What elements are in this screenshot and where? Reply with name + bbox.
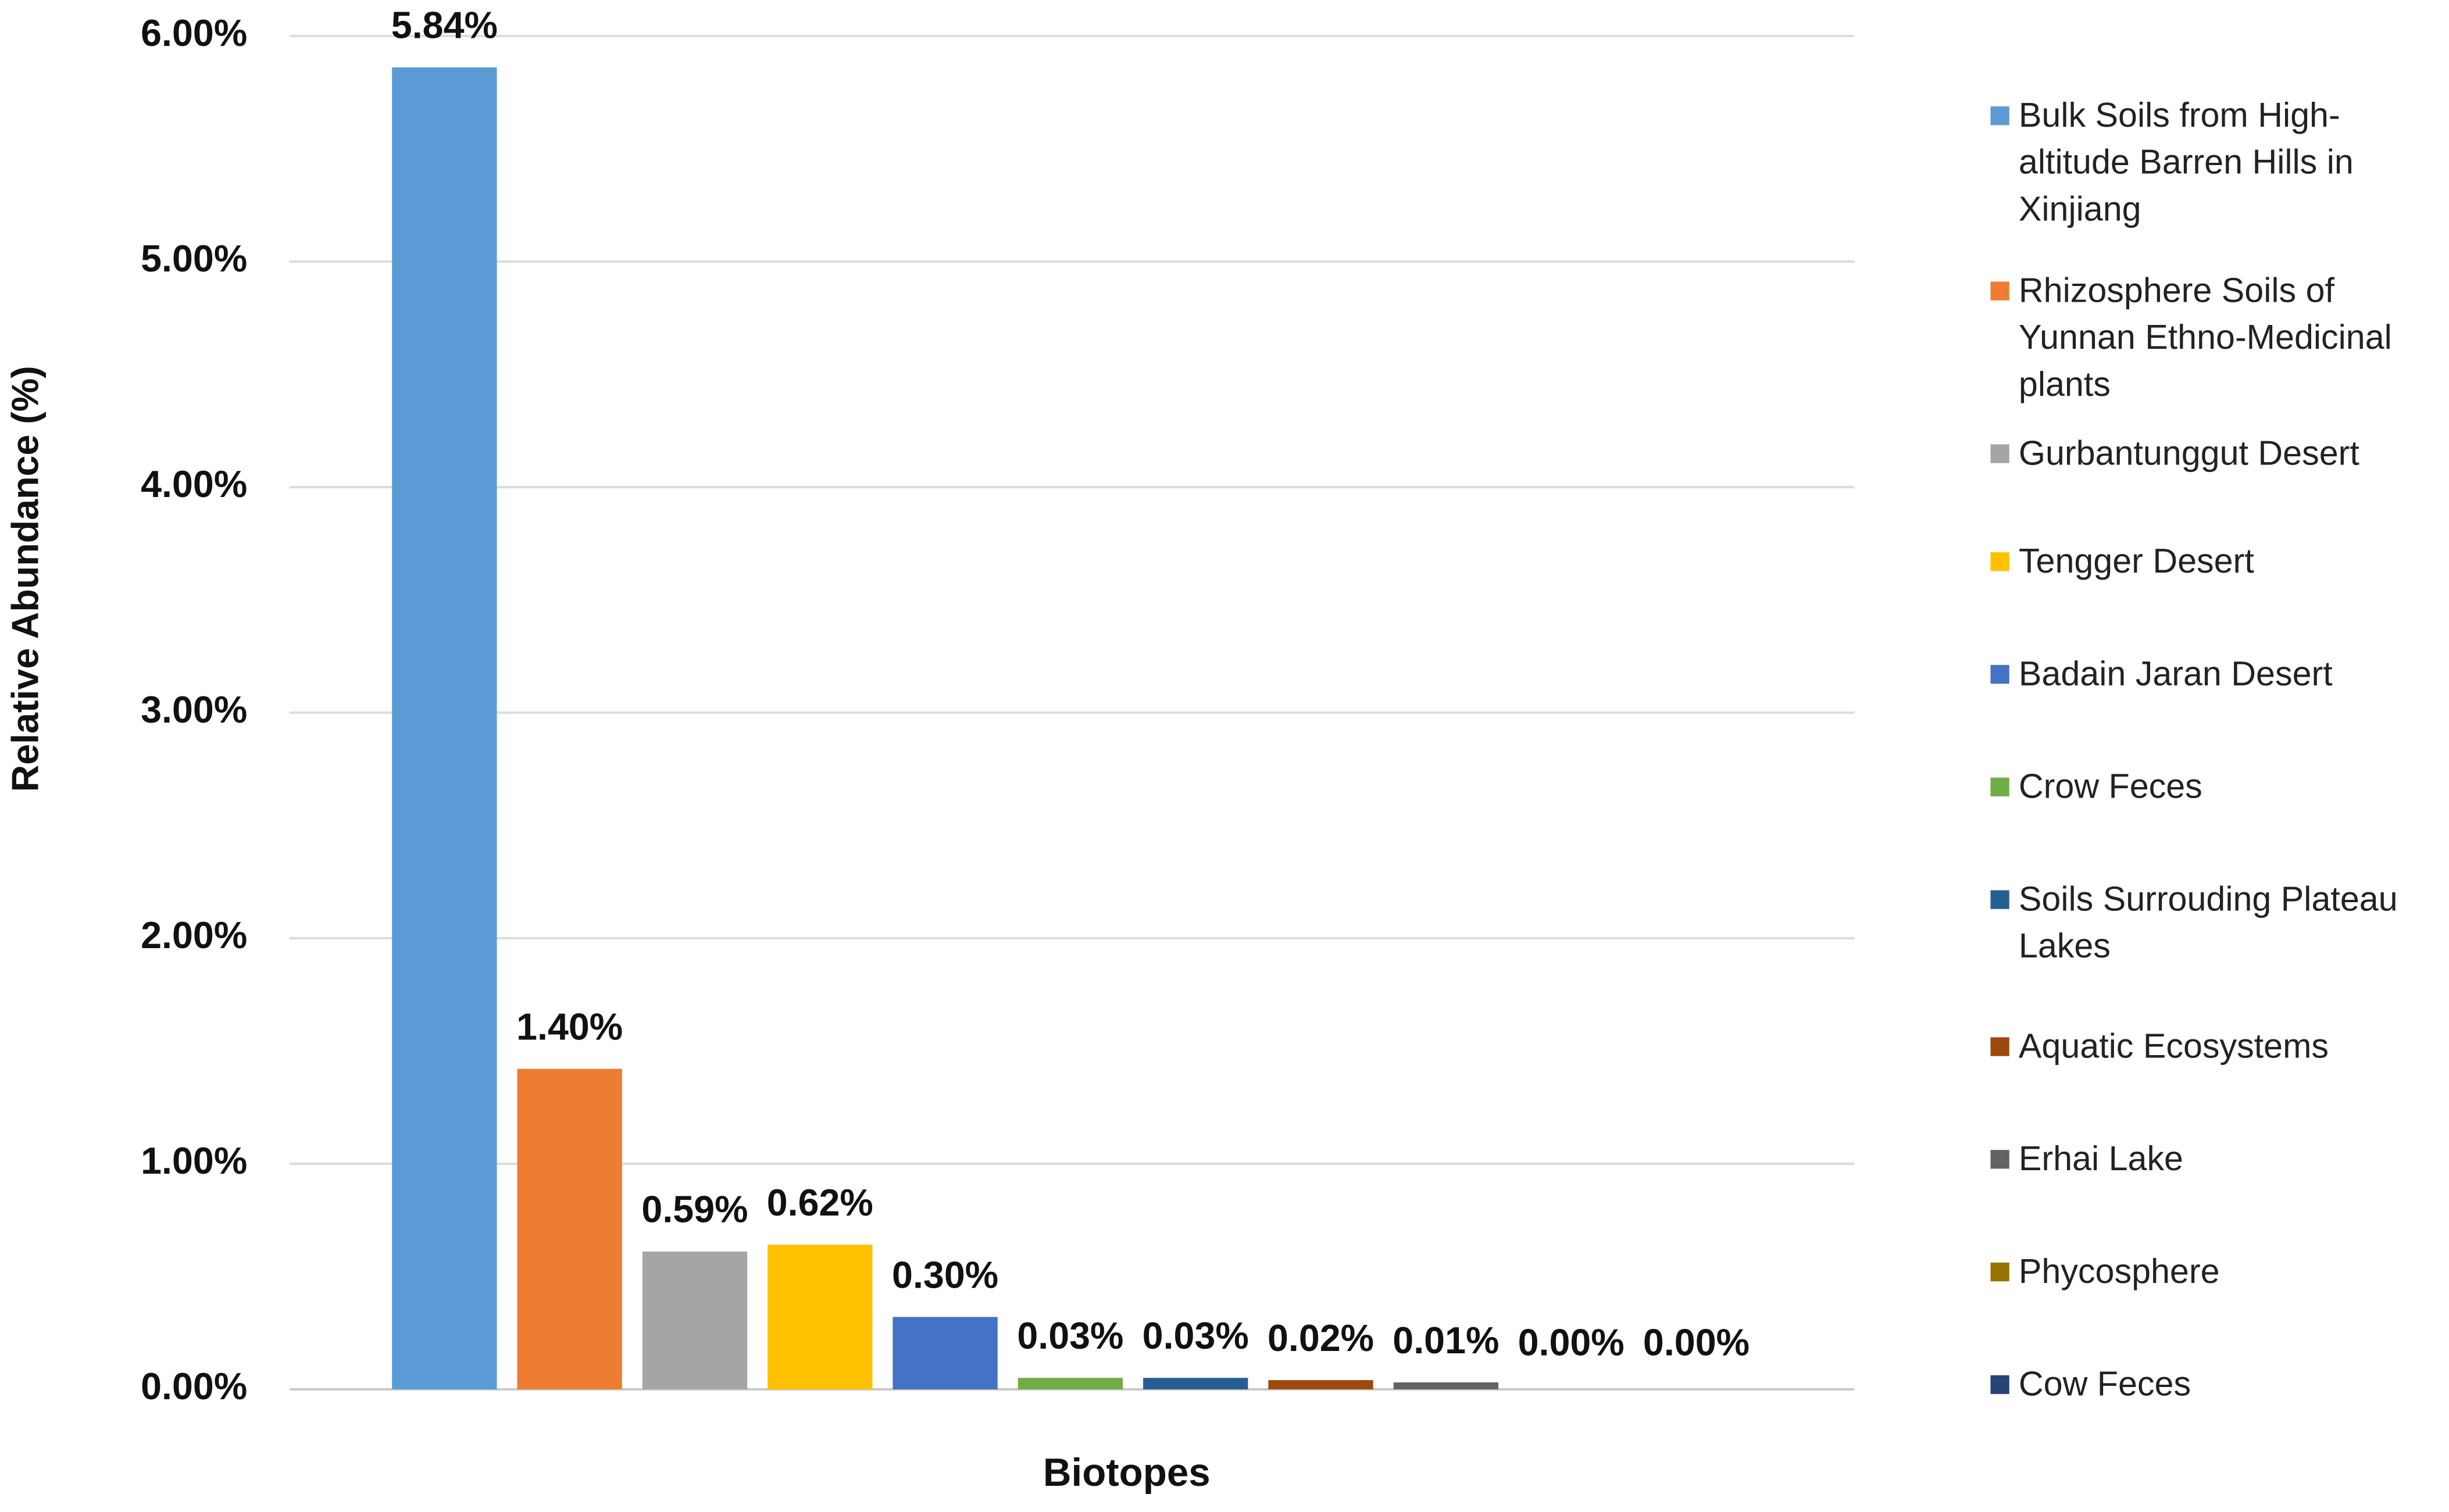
legend-item: Cow Feces <box>1990 1361 2444 1409</box>
y-tick-label: 1.00% <box>141 1140 247 1182</box>
legend-label: Badain Jaran Desert <box>2018 654 2333 694</box>
value-label: 0.00% <box>1518 1322 1625 1364</box>
legend-swatch <box>1990 281 2009 301</box>
legend-swatch <box>1990 1037 2009 1056</box>
bar <box>392 67 497 1389</box>
legend-item: Badain Jaran Desert <box>1990 651 2444 698</box>
legend-swatch <box>1990 890 2009 909</box>
value-label: 0.03% <box>1017 1315 1123 1357</box>
legend-label: Cow Feces <box>2018 1364 2191 1404</box>
legend-swatch <box>1990 1375 2009 1395</box>
value-label: 0.62% <box>767 1182 873 1224</box>
value-label: 5.84% <box>391 5 498 47</box>
legend-item: Crow Feces <box>1990 763 2444 810</box>
legend-label: Soils Surrouding Plateau Lakes <box>2018 879 2398 966</box>
legend-item: Bulk Soils from High-altitude Barren Hil… <box>1990 92 2444 233</box>
legend-swatch <box>1990 1262 2009 1282</box>
legend-item: Gurbantunggut Desert <box>1990 430 2444 477</box>
x-axis-title: Biotopes <box>1043 1451 1211 1495</box>
value-label: 0.03% <box>1143 1315 1249 1357</box>
legend-item: Soils Surrouding Plateau Lakes <box>1990 876 2444 970</box>
y-tick-label: 0.00% <box>141 1366 247 1407</box>
bar <box>893 1317 998 1389</box>
legend-swatch <box>1990 1150 2009 1169</box>
legend-item: Phycosphere <box>1990 1249 2444 1296</box>
legend-label: Bulk Soils from High-altitude Barren Hil… <box>2018 95 2354 228</box>
bar <box>517 1068 622 1389</box>
value-label: 0.59% <box>641 1189 748 1231</box>
legend-label: Erhai Lake <box>2018 1139 2184 1178</box>
bar <box>642 1251 748 1389</box>
value-label: 0.00% <box>1643 1322 1750 1364</box>
legend-swatch <box>1990 552 2009 571</box>
y-tick-label: 5.00% <box>141 238 247 280</box>
bar <box>1143 1378 1248 1389</box>
legend-label: Phycosphere <box>2018 1252 2220 1291</box>
bar <box>1018 1378 1123 1389</box>
value-label: 1.40% <box>516 1006 623 1048</box>
legend-label: Rhizosphere Soils of Yunnan Ethno-Medici… <box>2018 270 2392 404</box>
bar <box>1393 1382 1499 1389</box>
legend-swatch <box>1990 444 2009 463</box>
legend-label: Tengger Desert <box>2018 541 2254 581</box>
legend-item: Tengger Desert <box>1990 538 2444 585</box>
legend-label: Gurbantunggut Desert <box>2018 433 2359 473</box>
bar <box>1268 1380 1373 1389</box>
value-label: 0.01% <box>1393 1320 1499 1361</box>
legend-item: Aquatic Ecosystems <box>1990 1023 2444 1070</box>
y-tick-label: 3.00% <box>141 689 247 731</box>
value-label: 0.30% <box>892 1254 998 1296</box>
value-label: 0.02% <box>1268 1317 1374 1359</box>
y-tick-label: 2.00% <box>141 914 247 956</box>
legend-swatch <box>1990 106 2009 126</box>
y-tick-label: 4.00% <box>141 463 247 505</box>
legend-item: Rhizosphere Soils of Yunnan Ethno-Medici… <box>1990 267 2444 408</box>
y-axis-title: Relative Abundance (%) <box>5 366 47 792</box>
bar <box>767 1245 873 1389</box>
legend-swatch <box>1990 664 2009 684</box>
legend-swatch <box>1990 777 2009 796</box>
legend-item: Erhai Lake <box>1990 1136 2444 1183</box>
y-tick-label: 6.00% <box>141 12 247 54</box>
legend-label: Aquatic Ecosystems <box>2018 1026 2329 1066</box>
legend-label: Crow Feces <box>2018 766 2202 806</box>
